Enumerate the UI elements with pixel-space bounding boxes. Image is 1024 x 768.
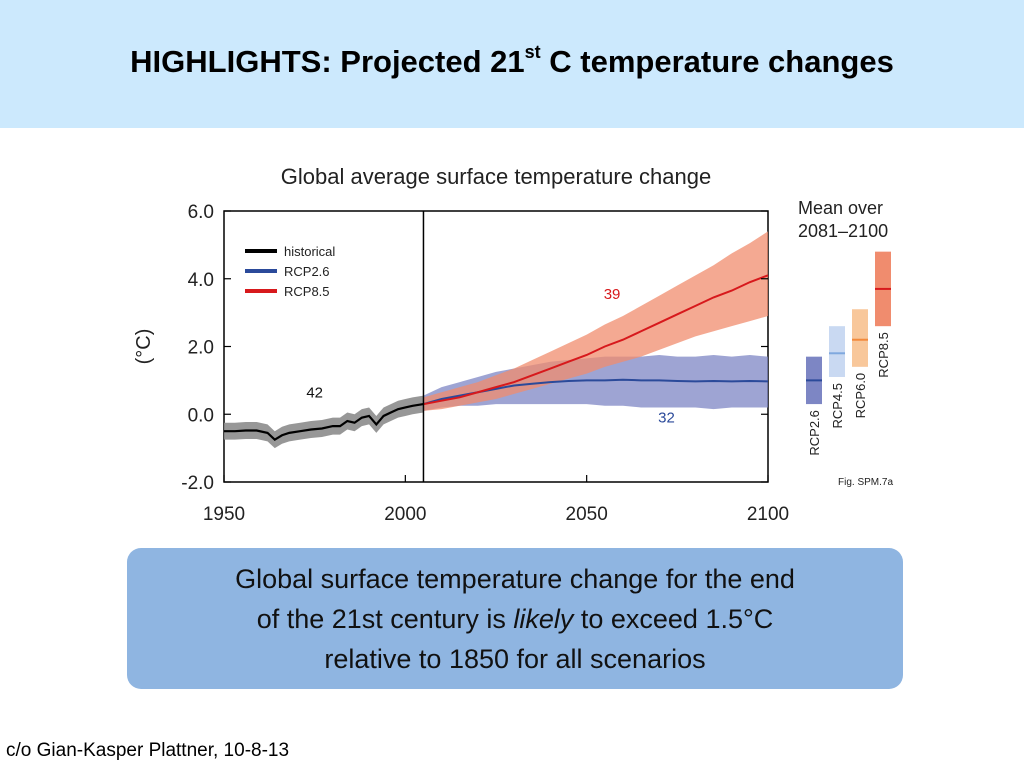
credit-line: c/o Gian-Kasper Plattner, 10-8-13 <box>6 740 290 761</box>
line-rcp85 <box>423 274 769 406</box>
x-tick-label: 2050 <box>566 504 608 525</box>
summary-line-1: Global surface temperature change for th… <box>235 563 795 594</box>
side-panel-bars: RCP2.6 RCP4.5 RCP6.0 RCP8.5 <box>806 251 891 456</box>
x-tick-label: 2000 <box>384 504 426 525</box>
y-tick-label: -2.0 <box>181 473 214 494</box>
summary-box: Global surface temperature change for th… <box>127 548 903 689</box>
chart-legend: historical RCP2.6 RCP8.5 <box>245 244 335 299</box>
side-bar-label-rcp26: RCP2.6 <box>807 410 822 456</box>
count-label-rcp85: 39 <box>604 286 621 303</box>
side-bar-label-rcp85: RCP8.5 <box>876 332 891 378</box>
count-label-historical: 42 <box>306 384 323 401</box>
x-axis-ticks: 1950 2000 2050 2100 <box>203 475 789 525</box>
uncertainty-bands <box>224 231 768 449</box>
summary-line-2-start: of the 21st century is <box>256 603 514 634</box>
y-tick-label: 0.0 <box>188 405 214 426</box>
band-rcp85 <box>423 231 768 411</box>
y-tick-label: 6.0 <box>188 202 214 223</box>
legend-label-rcp85: RCP8.5 <box>284 284 330 299</box>
band-rcp26 <box>423 354 768 411</box>
summary-line-2-end: to exceed 1.5°C <box>573 603 774 634</box>
slide-title: HIGHLIGHTS: Projected 21st C temperature… <box>0 42 1024 80</box>
slide-header <box>0 0 1024 128</box>
title-superscript: st <box>524 42 541 62</box>
summary-line-2: of the 21st century is likely to exceed … <box>257 599 774 639</box>
summary-line-3: relative to 1850 for all scenarios <box>324 643 706 674</box>
side-bar-rcp60 <box>852 309 868 367</box>
y-tick-label: 2.0 <box>188 338 214 359</box>
y-axis-ticks: 6.0 4.0 2.0 0.0 -2.0 <box>181 202 768 494</box>
line-historical <box>224 403 424 442</box>
side-panel-title-line1: Mean over <box>798 198 883 218</box>
series-lines <box>224 274 769 442</box>
summary-emphasis: likely <box>513 603 574 634</box>
legend-label-historical: historical <box>284 244 335 259</box>
model-count-labels: 42 32 39 <box>306 286 674 427</box>
side-bar-rcp45 <box>829 326 845 377</box>
band-historical <box>224 395 424 449</box>
temperature-chart: Global average surface temperature chang… <box>133 164 893 525</box>
count-label-rcp26: 32 <box>658 410 675 427</box>
side-panel-title-line2: 2081–2100 <box>798 221 888 241</box>
x-tick-label: 2100 <box>747 504 789 525</box>
y-tick-label: 4.0 <box>188 270 214 291</box>
legend-label-rcp26: RCP2.6 <box>284 264 330 279</box>
side-bar-label-rcp60: RCP6.0 <box>853 373 868 419</box>
figure-reference: Fig. SPM.7a <box>838 477 893 488</box>
x-tick-label: 1950 <box>203 504 245 525</box>
y-axis-label: (°C) <box>133 329 155 365</box>
side-bar-label-rcp45: RCP4.5 <box>830 383 845 429</box>
title-main: HIGHLIGHTS: Projected 21 <box>130 44 525 79</box>
title-end: C temperature changes <box>540 44 894 79</box>
figure-background <box>104 150 910 534</box>
chart-title: Global average surface temperature chang… <box>281 164 711 189</box>
